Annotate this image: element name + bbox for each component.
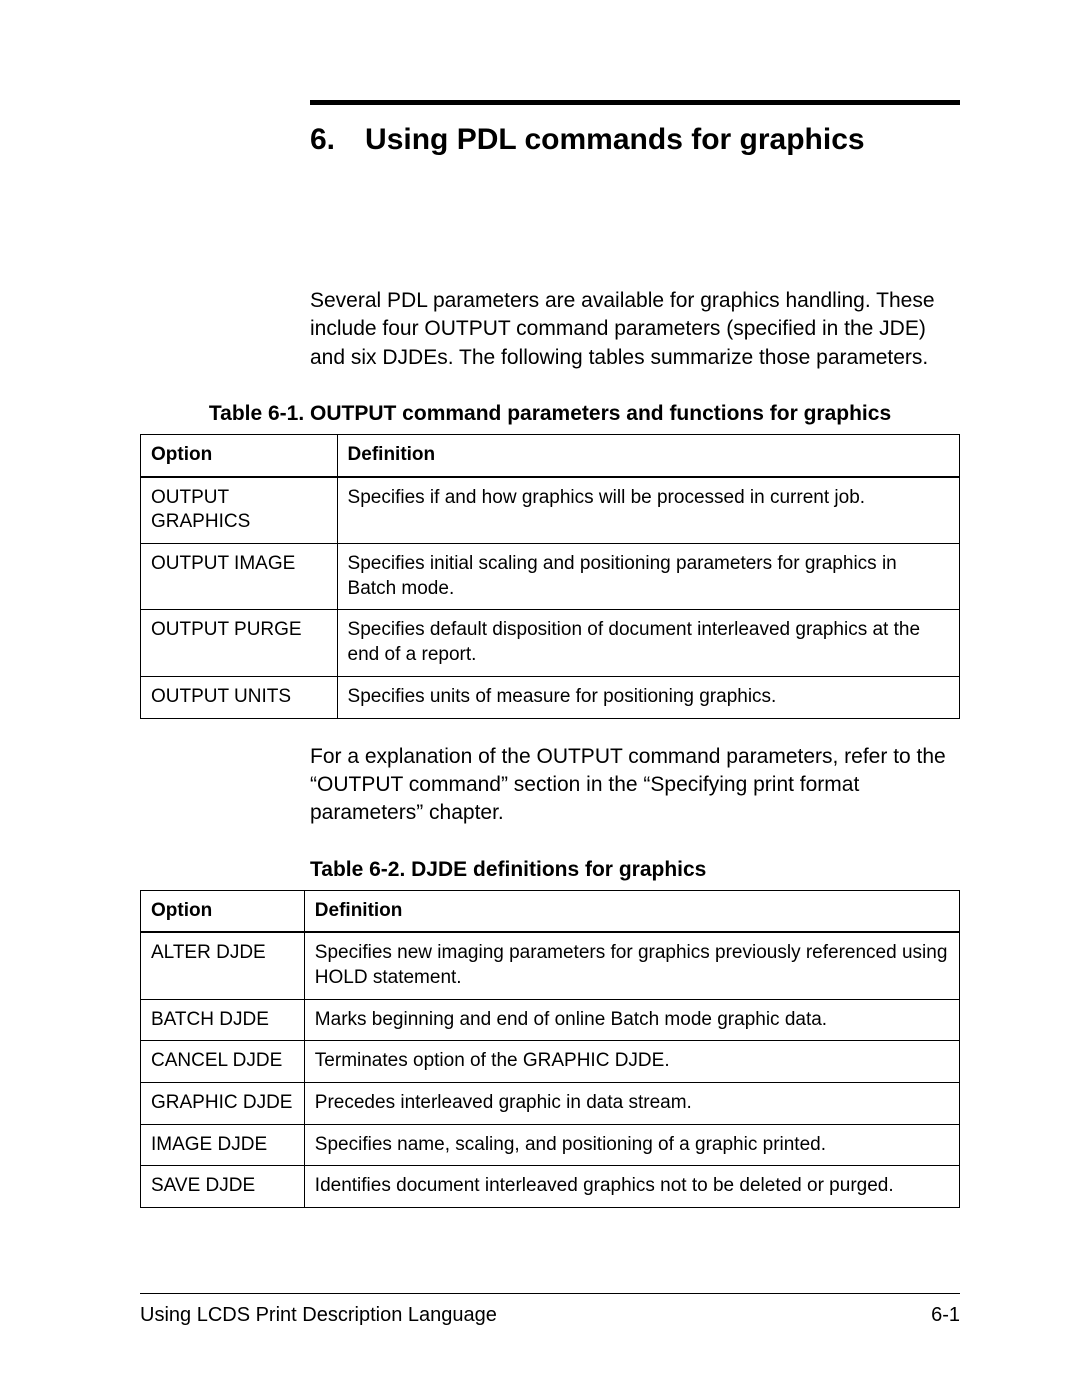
chapter-title: Using PDL commands for graphics: [365, 123, 865, 157]
table-row: OUTPUT UNITS Specifies units of measure …: [141, 676, 960, 718]
table1-cell-definition: Specifies units of measure for positioni…: [337, 676, 959, 718]
footer-left: Using LCDS Print Description Language: [140, 1304, 497, 1327]
table2: Option Definition ALTER DJDE Specifies n…: [140, 890, 960, 1209]
footer-right: 6-1: [931, 1304, 960, 1327]
table2-cell-definition: Precedes interleaved graphic in data str…: [304, 1083, 959, 1125]
table2-header-definition: Definition: [304, 890, 959, 932]
table2-cell-option: SAVE DJDE: [141, 1166, 305, 1208]
table2-caption: Table 6-2. DJDE definitions for graphics: [310, 858, 960, 882]
table1-cell-definition: Specifies if and how graphics will be pr…: [337, 477, 959, 544]
table-row: OUTPUT PURGE Specifies default dispositi…: [141, 610, 960, 676]
table2-header-option: Option: [141, 890, 305, 932]
table2-cell-option: BATCH DJDE: [141, 999, 305, 1041]
table-row: BATCH DJDE Marks beginning and end of on…: [141, 999, 960, 1041]
table1-caption: Table 6-1. OUTPUT command parameters and…: [140, 402, 960, 426]
page-content: 6. Using PDL commands for graphics Sever…: [0, 0, 1080, 1208]
table2-cell-definition: Terminates option of the GRAPHIC DJDE.: [304, 1041, 959, 1083]
page-footer: Using LCDS Print Description Language 6-…: [140, 1293, 960, 1327]
table1-cell-option: OUTPUT UNITS: [141, 676, 338, 718]
table1-cell-option: OUTPUT PURGE: [141, 610, 338, 676]
table-row: ALTER DJDE Specifies new imaging paramet…: [141, 932, 960, 999]
table2-header-row: Option Definition: [141, 890, 960, 932]
table1: Option Definition OUTPUT GRAPHICS Specif…: [140, 434, 960, 719]
table2-cell-option: ALTER DJDE: [141, 932, 305, 999]
intro-paragraph: Several PDL parameters are available for…: [310, 287, 960, 372]
mid-paragraph: For a explanation of the OUTPUT command …: [310, 743, 960, 828]
table2-cell-option: IMAGE DJDE: [141, 1124, 305, 1166]
table1-header-option: Option: [141, 435, 338, 477]
table2-cell-definition: Specifies name, scaling, and positioning…: [304, 1124, 959, 1166]
table1-cell-definition: Specifies initial scaling and positionin…: [337, 544, 959, 610]
table-row: SAVE DJDE Identifies document interleave…: [141, 1166, 960, 1208]
table-row: OUTPUT IMAGE Specifies initial scaling a…: [141, 544, 960, 610]
table2-cell-option: CANCEL DJDE: [141, 1041, 305, 1083]
table2-cell-definition: Specifies new imaging parameters for gra…: [304, 932, 959, 999]
table-row: GRAPHIC DJDE Precedes interleaved graphi…: [141, 1083, 960, 1125]
table1-header-definition: Definition: [337, 435, 959, 477]
chapter-rule: [310, 100, 960, 105]
table-row: CANCEL DJDE Terminates option of the GRA…: [141, 1041, 960, 1083]
table1-cell-option: OUTPUT IMAGE: [141, 544, 338, 610]
table1-cell-definition: Specifies default disposition of documen…: [337, 610, 959, 676]
table-row: OUTPUT GRAPHICS Specifies if and how gra…: [141, 477, 960, 544]
table2-cell-option: GRAPHIC DJDE: [141, 1083, 305, 1125]
table1-cell-option: OUTPUT GRAPHICS: [141, 477, 338, 544]
chapter-heading: 6. Using PDL commands for graphics: [310, 123, 960, 157]
table-row: IMAGE DJDE Specifies name, scaling, and …: [141, 1124, 960, 1166]
table2-cell-definition: Marks beginning and end of online Batch …: [304, 999, 959, 1041]
table2-cell-definition: Identifies document interleaved graphics…: [304, 1166, 959, 1208]
table1-header-row: Option Definition: [141, 435, 960, 477]
chapter-number: 6.: [310, 123, 335, 157]
